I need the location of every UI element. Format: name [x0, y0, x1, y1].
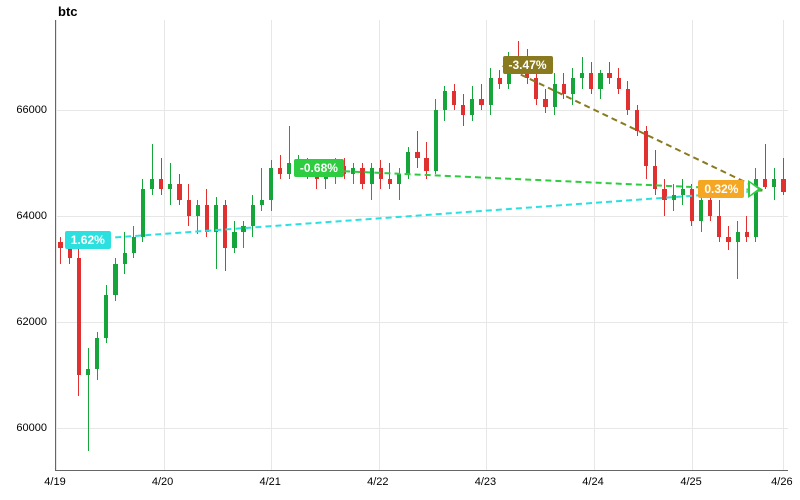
gridline-horizontal [56, 322, 788, 323]
candle-body [745, 232, 749, 237]
gridline-vertical [379, 20, 380, 470]
gridline-vertical [164, 20, 165, 470]
candle-body [58, 242, 62, 247]
candle-body [187, 200, 191, 216]
candle-body [223, 205, 227, 247]
candle-body [479, 99, 483, 104]
gridline-vertical [271, 20, 272, 470]
candle-body [214, 205, 218, 231]
candle-body [681, 189, 685, 194]
x-tick-label: 4/25 [680, 476, 701, 488]
candle-body [260, 200, 264, 205]
candle-body [232, 232, 236, 248]
candle-body [150, 179, 154, 190]
pct-badge: -0.68% [294, 159, 344, 177]
candle-body [699, 200, 703, 221]
candle-body [553, 84, 557, 108]
candle-body [543, 99, 547, 107]
candle-body [489, 78, 493, 104]
candle-body [580, 73, 584, 78]
y-tick-label: 64000 [0, 210, 47, 222]
candle-wick [737, 221, 738, 279]
candle-body [470, 99, 474, 115]
candle-body [708, 200, 712, 216]
gridline-vertical [594, 20, 595, 470]
pct-badge: 0.32% [698, 180, 744, 198]
candle-body [498, 78, 502, 83]
candle-wick [417, 131, 418, 168]
candle-body [251, 205, 255, 226]
candle-body [159, 179, 163, 190]
chart-title: btc [58, 4, 78, 19]
candle-wick [280, 155, 281, 179]
candle-body [726, 237, 730, 242]
candle-body [95, 338, 99, 370]
y-tick-label: 62000 [0, 316, 47, 328]
candle-body [443, 91, 447, 110]
candle-body [104, 295, 108, 337]
candle-body [452, 91, 456, 104]
candle-wick [389, 163, 390, 189]
candle-body [598, 73, 602, 89]
gridline-vertical [486, 20, 487, 470]
candle-body [617, 78, 621, 89]
candle-wick [60, 237, 61, 263]
candle-body [763, 179, 767, 187]
candle-body [607, 73, 611, 78]
candle-body [434, 110, 438, 171]
candle-body [269, 168, 273, 200]
candle-body [626, 89, 630, 110]
candle-body [406, 152, 410, 173]
candle-body [717, 216, 721, 237]
gridline-vertical [783, 20, 784, 470]
candle-body [461, 105, 465, 116]
gridline-vertical [692, 20, 693, 470]
candle-body [177, 184, 181, 200]
candle-body [781, 179, 785, 192]
candle-body [205, 205, 209, 231]
gridline-vertical [56, 20, 57, 470]
candle-body [68, 248, 72, 259]
btc-candlestick-chart: btc 1.62% -0.68% -3.47% 0.32% 60000 62000 640… [0, 0, 800, 500]
gridline-horizontal [56, 110, 788, 111]
pct-badge: -3.47% [503, 56, 553, 74]
candle-body [772, 179, 776, 187]
candle-body [168, 184, 172, 189]
candle-body [123, 253, 127, 264]
candle-body [736, 232, 740, 243]
y-tick-label: 66000 [0, 104, 47, 116]
arrow-tip-inner [750, 183, 758, 195]
trend-line [502, 65, 763, 191]
candle-body [415, 152, 419, 157]
y-tick-label: 60000 [0, 422, 47, 434]
x-tick-label: 4/21 [259, 476, 280, 488]
candle-body [113, 264, 117, 296]
candle-body [132, 237, 136, 253]
x-tick-label: 4/24 [582, 476, 603, 488]
pct-badge: 1.62% [65, 231, 111, 249]
x-tick-label: 4/26 [771, 476, 792, 488]
candle-body [287, 163, 291, 174]
plot-area[interactable]: 1.62% -0.68% -3.47% 0.32% [55, 20, 788, 471]
candle-body [571, 78, 575, 94]
candle-body [86, 369, 90, 374]
x-tick-label: 4/19 [44, 476, 65, 488]
x-tick-label: 4/23 [475, 476, 496, 488]
candle-wick [746, 216, 747, 242]
candle-body [388, 179, 392, 184]
candle-body [141, 189, 145, 237]
candle-body [397, 174, 401, 185]
x-tick-label: 4/22 [367, 476, 388, 488]
candle-body [196, 205, 200, 216]
candle-wick [353, 163, 354, 184]
candle-wick [88, 348, 89, 451]
candle-body [424, 158, 428, 171]
candle-body [278, 168, 282, 173]
candle-wick [481, 84, 482, 110]
candle-body [589, 73, 593, 89]
x-tick-label: 4/20 [152, 476, 173, 488]
gridline-horizontal [56, 428, 788, 429]
candle-wick [243, 221, 244, 247]
candle-body [77, 258, 81, 374]
